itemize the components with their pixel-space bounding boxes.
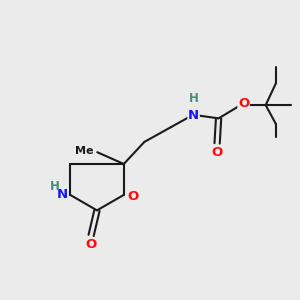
Text: O: O [238,97,249,110]
Text: H: H [50,180,60,193]
Text: Me: Me [75,146,94,156]
Text: H: H [189,92,199,105]
Text: O: O [85,238,97,251]
Text: O: O [212,146,223,159]
Text: N: N [56,188,68,201]
Text: O: O [128,190,139,203]
Text: N: N [188,109,199,122]
